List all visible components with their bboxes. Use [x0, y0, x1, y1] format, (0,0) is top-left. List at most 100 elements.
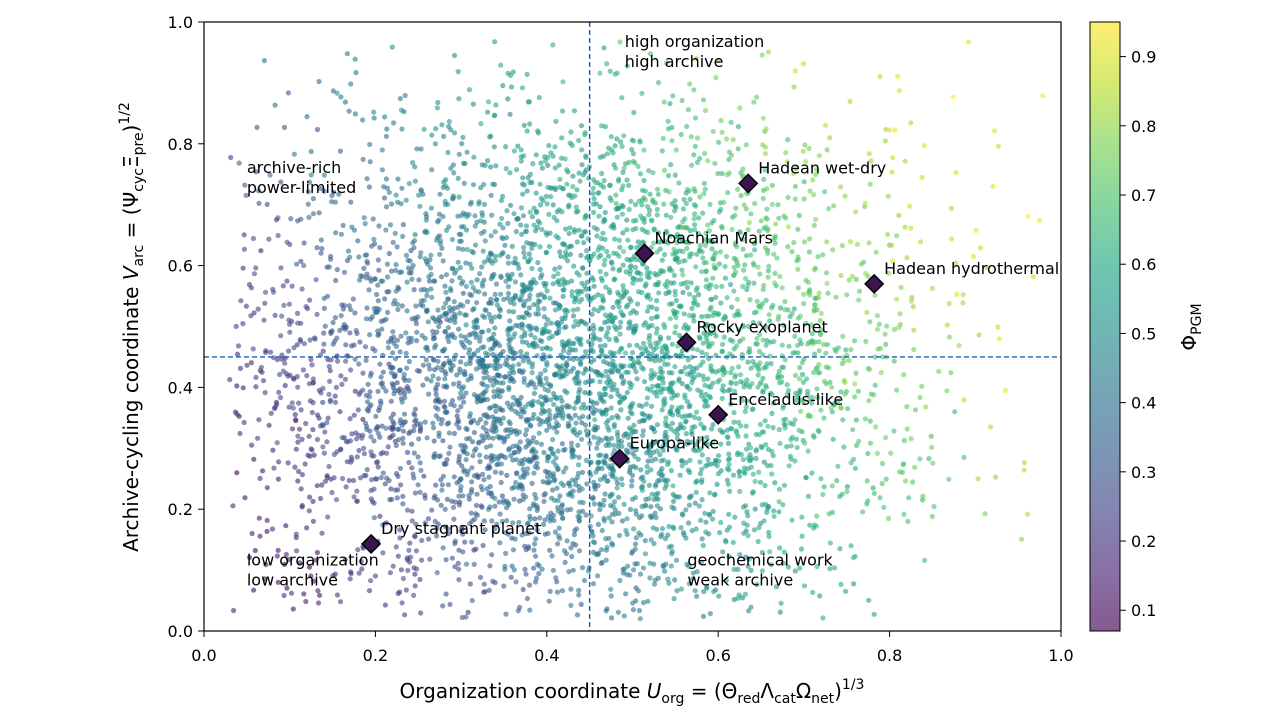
scatter-point	[860, 509, 866, 515]
scatter-point	[707, 238, 713, 244]
scatter-point	[466, 87, 473, 93]
scatter-point	[948, 236, 955, 242]
scatter-point	[449, 315, 455, 321]
scatter-point	[420, 382, 426, 388]
scatter-point	[445, 185, 451, 191]
scatter-point	[610, 304, 616, 310]
scatter-point	[498, 197, 504, 204]
scatter-point	[539, 382, 546, 388]
scatter-point	[630, 280, 636, 286]
scatter-point	[571, 376, 577, 382]
scatter-point	[501, 583, 507, 589]
scatter-point	[729, 365, 735, 371]
scatter-point	[632, 541, 639, 547]
scatter-point	[735, 124, 742, 130]
scatter-point	[315, 600, 322, 606]
scatter-point	[663, 422, 669, 428]
scatter-point	[796, 376, 803, 382]
scatter-point	[395, 306, 401, 313]
scatter-point	[637, 360, 643, 366]
scatter-point	[872, 292, 878, 298]
scatter-point	[656, 271, 662, 277]
scatter-point	[616, 349, 622, 355]
scatter-point	[510, 401, 516, 408]
scatter-point	[261, 317, 267, 323]
scatter-point	[814, 386, 820, 392]
scatter-point	[430, 336, 436, 342]
scatter-point	[781, 322, 787, 328]
scatter-point	[409, 276, 415, 282]
scatter-point	[688, 280, 694, 286]
scatter-point	[514, 470, 520, 476]
scatter-point	[520, 461, 526, 467]
scatter-point	[728, 152, 735, 158]
scatter-point	[361, 451, 367, 457]
scatter-point	[756, 469, 762, 475]
scatter-point	[574, 187, 580, 193]
scatter-point	[411, 565, 417, 571]
scatter-point	[423, 357, 429, 363]
scatter-point	[756, 524, 762, 531]
scatter-point	[707, 201, 713, 207]
scatter-point	[301, 341, 307, 347]
scatter-point	[547, 588, 553, 595]
scatter-point	[656, 470, 662, 477]
scatter-point	[555, 235, 561, 241]
scatter-point	[655, 191, 661, 197]
scatter-point	[589, 254, 595, 260]
scatter-point	[856, 438, 862, 444]
scatter-point	[603, 411, 609, 417]
scatter-point	[662, 324, 668, 330]
scatter-point	[625, 448, 631, 455]
scatter-point	[474, 491, 480, 497]
scatter-point	[576, 587, 582, 594]
highlight-label: Dry stagnant planet	[381, 519, 541, 538]
scatter-point	[829, 384, 835, 390]
scatter-point	[275, 547, 281, 554]
scatter-point	[521, 122, 527, 128]
scatter-point	[556, 162, 562, 168]
scatter-point	[486, 435, 492, 441]
scatter-point	[594, 400, 600, 406]
scatter-point	[244, 362, 250, 368]
y-tick-label: 0.0	[168, 622, 193, 641]
scatter-point	[455, 408, 461, 414]
scatter-point	[519, 293, 525, 299]
scatter-point	[769, 471, 775, 477]
scatter-point	[733, 205, 739, 211]
scatter-point	[723, 253, 730, 259]
scatter-point	[576, 227, 582, 233]
scatter-point	[560, 412, 566, 418]
scatter-point	[468, 510, 474, 516]
scatter-point	[807, 188, 813, 194]
scatter-point	[696, 292, 702, 298]
scatter-point	[418, 298, 424, 304]
scatter-point	[402, 612, 408, 618]
scatter-point	[740, 504, 747, 510]
scatter-point	[418, 250, 424, 256]
scatter-point	[662, 485, 668, 491]
scatter-point	[814, 166, 820, 172]
scatter-point	[384, 126, 390, 132]
scatter-point	[532, 335, 538, 341]
scatter-point	[476, 201, 482, 207]
scatter-point	[547, 295, 553, 301]
scatter-point	[622, 350, 629, 356]
scatter-point	[537, 421, 543, 427]
scatter-point	[523, 547, 529, 553]
scatter-point	[581, 577, 588, 584]
scatter-point	[307, 398, 313, 404]
scatter-point	[538, 371, 544, 377]
scatter-point	[537, 298, 543, 304]
scatter-point	[439, 482, 445, 488]
scatter-point	[557, 176, 563, 182]
scatter-point	[488, 296, 494, 302]
scatter-point	[531, 411, 537, 418]
scatter-point	[251, 271, 257, 277]
scatter-point	[888, 450, 894, 456]
scatter-point	[647, 575, 653, 581]
scatter-point	[783, 215, 789, 221]
scatter-point	[702, 107, 709, 114]
scatter-point	[400, 233, 406, 239]
scatter-point	[666, 580, 672, 586]
